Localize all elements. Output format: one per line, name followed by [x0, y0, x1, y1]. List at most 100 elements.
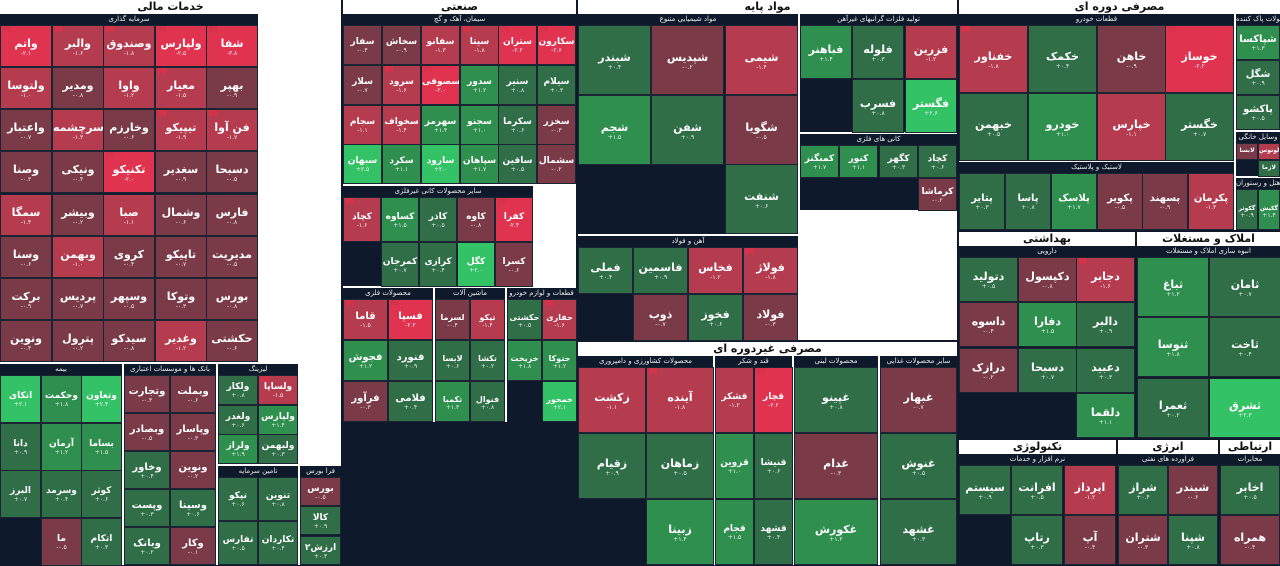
stock-tile[interactable]: ثباغ +۱.۲: [1137, 257, 1209, 317]
stock-tile[interactable]: پسهند -۰.۹: [1142, 173, 1188, 230]
stock-tile[interactable]: پاکشو +۰.۵: [1236, 95, 1280, 130]
stock-tile[interactable]: لازما: [1258, 160, 1280, 177]
stock-tile[interactable]: فسپا -۲.۲: [388, 299, 433, 340]
stock-tile[interactable]: کوثر +۰.۶: [81, 470, 122, 518]
stock-tile[interactable]: فارس -۰.۸: [206, 194, 258, 236]
stock-tile[interactable]: سیستم +۰.۹: [959, 465, 1011, 515]
stock-tile[interactable]: بورس -۰.۵: [300, 477, 341, 506]
stock-tile[interactable]: شتران -۰.۳: [1118, 515, 1168, 565]
stock-tile[interactable]: سجنو +۱.۰: [460, 105, 499, 145]
stock-tile[interactable]: ما -۰.۵: [41, 518, 82, 566]
stock-tile[interactable]: همراه -۰.۴: [1220, 515, 1280, 565]
stock-tile[interactable]: فولاد -۰.۳: [743, 294, 798, 341]
stock-tile[interactable]: شفن +۰.۹: [651, 95, 724, 165]
stock-tile[interactable]: شنفت +۰.۶: [725, 164, 798, 234]
stock-tile[interactable]: لوتوس: [1258, 143, 1280, 160]
stock-tile[interactable]: تکمبا +۱.۳: [435, 381, 470, 422]
stock-tile[interactable]: سرود -۱.۶: [382, 65, 421, 105]
stock-tile[interactable]: خکمک +۰.۴: [1028, 25, 1097, 93]
stock-tile[interactable]: دتولید +۰.۵: [959, 257, 1018, 302]
stock-tile[interactable]: غبهار -۰.۷: [880, 367, 957, 433]
stock-tile[interactable]: وسپهر -۰.۵: [103, 278, 155, 320]
stock-tile[interactable]: خودرو +۱.۰: [1028, 93, 1097, 161]
stock-tile[interactable]: خاهن -۰.۹: [1097, 25, 1166, 93]
stock-tile[interactable]: غپینو +۰.۸: [794, 367, 878, 433]
stock-tile[interactable]: ولغدر +۰.۶: [218, 405, 258, 435]
stock-tile[interactable]: شبندر +۰.۴: [578, 25, 651, 95]
stock-tile[interactable]: گکوثر +۰.۹: [1236, 189, 1258, 230]
stock-tile[interactable]: کگهر +۰.۳: [879, 145, 918, 178]
stock-tile[interactable]: سصوفی -۲.۰: [421, 65, 460, 105]
stock-tile[interactable]: ومدیر -۰.۸: [52, 67, 104, 109]
stock-tile[interactable]: دلقما +۱.۱: [1076, 393, 1135, 438]
stock-tile[interactable]: تکشا +۰.۲: [470, 340, 505, 381]
stock-tile[interactable]: افرانت +۰.۵: [1011, 465, 1063, 515]
stock-tile[interactable]: فنوال +۰.۸: [470, 381, 505, 422]
stock-tile[interactable]: فنورد +۰.۹: [388, 340, 433, 381]
stock-tile[interactable]: وبملت -۰.۶: [170, 375, 216, 413]
stock-tile[interactable]: وسرمد +۰.۴: [41, 470, 82, 518]
stock-tile[interactable]: ثاخت +۰.۴: [1209, 317, 1280, 377]
stock-tile[interactable]: کساوه +۱.۵: [381, 197, 419, 242]
stock-tile[interactable]: غنوش +۰.۵: [880, 433, 957, 499]
stock-tile[interactable]: سفار -۰.۴: [343, 25, 382, 65]
stock-tile[interactable]: شبندر -۰.۶: [1168, 465, 1218, 515]
stock-tile[interactable]: مدیریت -۰.۵: [206, 236, 258, 278]
stock-tile[interactable]: فولاژ -۱.۸: [743, 247, 798, 294]
stock-tile[interactable]: خگستر +۰.۷: [1165, 93, 1234, 161]
stock-tile[interactable]: وصندوق -۱.۸: [103, 25, 155, 67]
stock-tile[interactable]: سخواف -۱.۴: [382, 105, 421, 145]
stock-tile[interactable]: سفانو -۱.۳: [421, 25, 460, 65]
stock-tile[interactable]: سهرمز +۱.۴: [421, 105, 460, 145]
stock-tile[interactable]: واتم -۲.۱: [0, 25, 52, 67]
stock-tile[interactable]: وبانک +۰.۲: [124, 527, 170, 565]
stock-tile[interactable]: شپدیس -۰.۲: [651, 25, 724, 95]
stock-tile[interactable]: وسینا +۰.۶: [170, 489, 216, 527]
stock-tile[interactable]: وبیشر -۰.۲: [52, 194, 104, 236]
stock-tile[interactable]: کاوه -۰.۸: [457, 197, 495, 242]
stock-tile[interactable]: قشهد +۰.۴: [754, 499, 793, 565]
stock-tile[interactable]: وبهمن -۱.۰: [52, 236, 104, 278]
stock-tile[interactable]: بهپر -۰.۹: [206, 67, 258, 109]
stock-tile[interactable]: سشمال -۰.۲: [537, 144, 576, 184]
stock-tile[interactable]: کسرا -۰.۶: [495, 242, 533, 287]
stock-tile[interactable]: سپاهان +۱.۷: [460, 144, 499, 184]
stock-tile[interactable]: قزوین +۱.۰: [715, 433, 754, 499]
stock-tile[interactable]: شجم +۱.۵: [578, 95, 651, 165]
stock-tile[interactable]: حکشتی -۰.۶: [206, 320, 258, 362]
stock-tile[interactable]: حکشتی +۰.۵: [507, 299, 542, 340]
stock-tile[interactable]: خوساز -۲.۲: [1165, 25, 1234, 93]
stock-tile[interactable]: فزرین -۱.۲: [905, 25, 957, 79]
stock-tile[interactable]: پکویر -۰.۵: [1097, 173, 1143, 230]
stock-tile[interactable]: ونیکی -۰.۴: [52, 151, 104, 193]
stock-tile[interactable]: قجام +۱.۵: [715, 499, 754, 565]
stock-tile[interactable]: ولپارس -۲.۵: [155, 25, 207, 67]
stock-tile[interactable]: وشمال -۰.۶: [155, 194, 207, 236]
stock-tile[interactable]: کنور +۱.۱: [839, 145, 878, 178]
stock-tile[interactable]: وخاور +۰.۴: [124, 451, 170, 489]
stock-tile[interactable]: سیلام +۰.۳: [537, 65, 576, 105]
stock-tile[interactable]: شیمی -۱.۴: [725, 25, 798, 95]
stock-tile[interactable]: لابسا: [1236, 143, 1258, 160]
stock-tile[interactable]: زماهان +۰.۵: [646, 433, 714, 499]
stock-tile[interactable]: ولراز +۱.۹: [218, 434, 258, 464]
stock-tile[interactable]: بورس -۰.۸: [206, 278, 258, 320]
stock-tile[interactable]: زقیام +۰.۹: [578, 433, 646, 499]
stock-tile[interactable]: ولپارس +۱.۴: [258, 405, 298, 435]
stock-tile[interactable]: اتکام +۰.۳: [81, 518, 122, 566]
stock-tile[interactable]: سیتا -۱.۸: [460, 25, 499, 65]
stock-tile[interactable]: دالبر +۰.۹: [1076, 302, 1135, 347]
stock-tile[interactable]: اپرداز -۱.۲: [1064, 465, 1116, 515]
stock-tile[interactable]: دعبید +۰.۳: [1076, 348, 1135, 393]
stock-tile[interactable]: شپاکسا +۱.۳: [1236, 25, 1280, 60]
stock-tile[interactable]: غکورش +۱.۲: [794, 499, 878, 565]
stock-tile[interactable]: ونوین -۰.۲: [170, 451, 216, 489]
stock-tile[interactable]: کروی -۰.۴: [103, 236, 155, 278]
stock-tile[interactable]: فخاس -۱.۲: [688, 247, 743, 294]
stock-tile[interactable]: تاپیکو -۰.۷: [155, 236, 207, 278]
stock-tile[interactable]: حفاری -۱.۶: [542, 299, 577, 340]
stock-tile[interactable]: وپست +۰.۳: [124, 489, 170, 527]
stock-tile[interactable]: قشکر -۱.۲: [715, 367, 754, 433]
stock-tile[interactable]: تپکو +۰.۶: [218, 477, 258, 521]
stock-tile[interactable]: خپارس -۱.۱: [1097, 93, 1166, 161]
